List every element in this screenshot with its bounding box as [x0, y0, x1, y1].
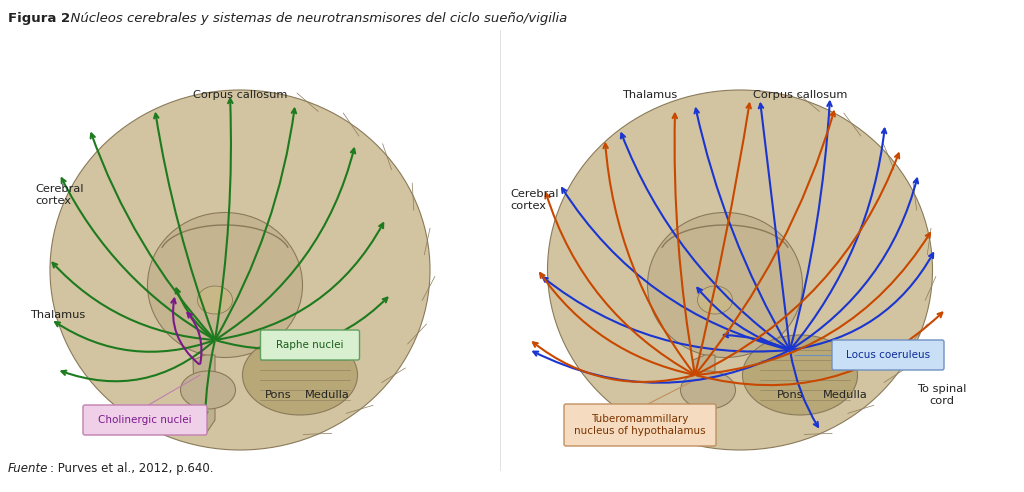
Ellipse shape	[697, 286, 732, 314]
Text: Figura 2: Figura 2	[8, 12, 70, 25]
FancyBboxPatch shape	[83, 405, 207, 435]
Ellipse shape	[147, 213, 302, 358]
Text: Pons: Pons	[776, 390, 803, 400]
Text: Fuente: Fuente	[8, 462, 48, 475]
Text: Cerebral
cortex: Cerebral cortex	[35, 184, 84, 206]
Text: Medulla: Medulla	[305, 390, 350, 400]
Ellipse shape	[647, 213, 803, 358]
Text: . Núcleos cerebrales y sistemas de neurotransmisores del ciclo sueño/vigilia: . Núcleos cerebrales y sistemas de neuro…	[62, 12, 567, 25]
Text: Medulla: Medulla	[822, 390, 867, 400]
Text: Thalamus: Thalamus	[623, 90, 678, 100]
Text: : Purves et al., 2012, p.640.: : Purves et al., 2012, p.640.	[50, 462, 213, 475]
FancyBboxPatch shape	[831, 340, 944, 370]
Text: Pons: Pons	[265, 390, 292, 400]
Ellipse shape	[548, 90, 933, 450]
Ellipse shape	[198, 286, 232, 314]
Text: To spinal
cord: To spinal cord	[918, 384, 967, 406]
Text: Cholinergic nuclei: Cholinergic nuclei	[98, 415, 191, 425]
Ellipse shape	[50, 90, 430, 450]
FancyBboxPatch shape	[260, 330, 359, 360]
Text: Corpus callosum: Corpus callosum	[193, 90, 287, 100]
Polygon shape	[193, 355, 215, 435]
Text: Locus coeruleus: Locus coeruleus	[846, 350, 930, 360]
Ellipse shape	[681, 371, 735, 409]
Text: Corpus callosum: Corpus callosum	[753, 90, 847, 100]
FancyBboxPatch shape	[564, 404, 716, 446]
Text: Cerebral
cortex: Cerebral cortex	[510, 189, 558, 211]
Text: Tuberomammillary
nucleus of hypothalamus: Tuberomammillary nucleus of hypothalamus	[574, 414, 706, 436]
Ellipse shape	[243, 335, 357, 415]
Ellipse shape	[180, 371, 236, 409]
Ellipse shape	[742, 335, 857, 415]
Text: Raphe nuclei: Raphe nuclei	[276, 340, 344, 350]
Polygon shape	[693, 355, 715, 435]
Text: Thalamus: Thalamus	[30, 310, 85, 320]
